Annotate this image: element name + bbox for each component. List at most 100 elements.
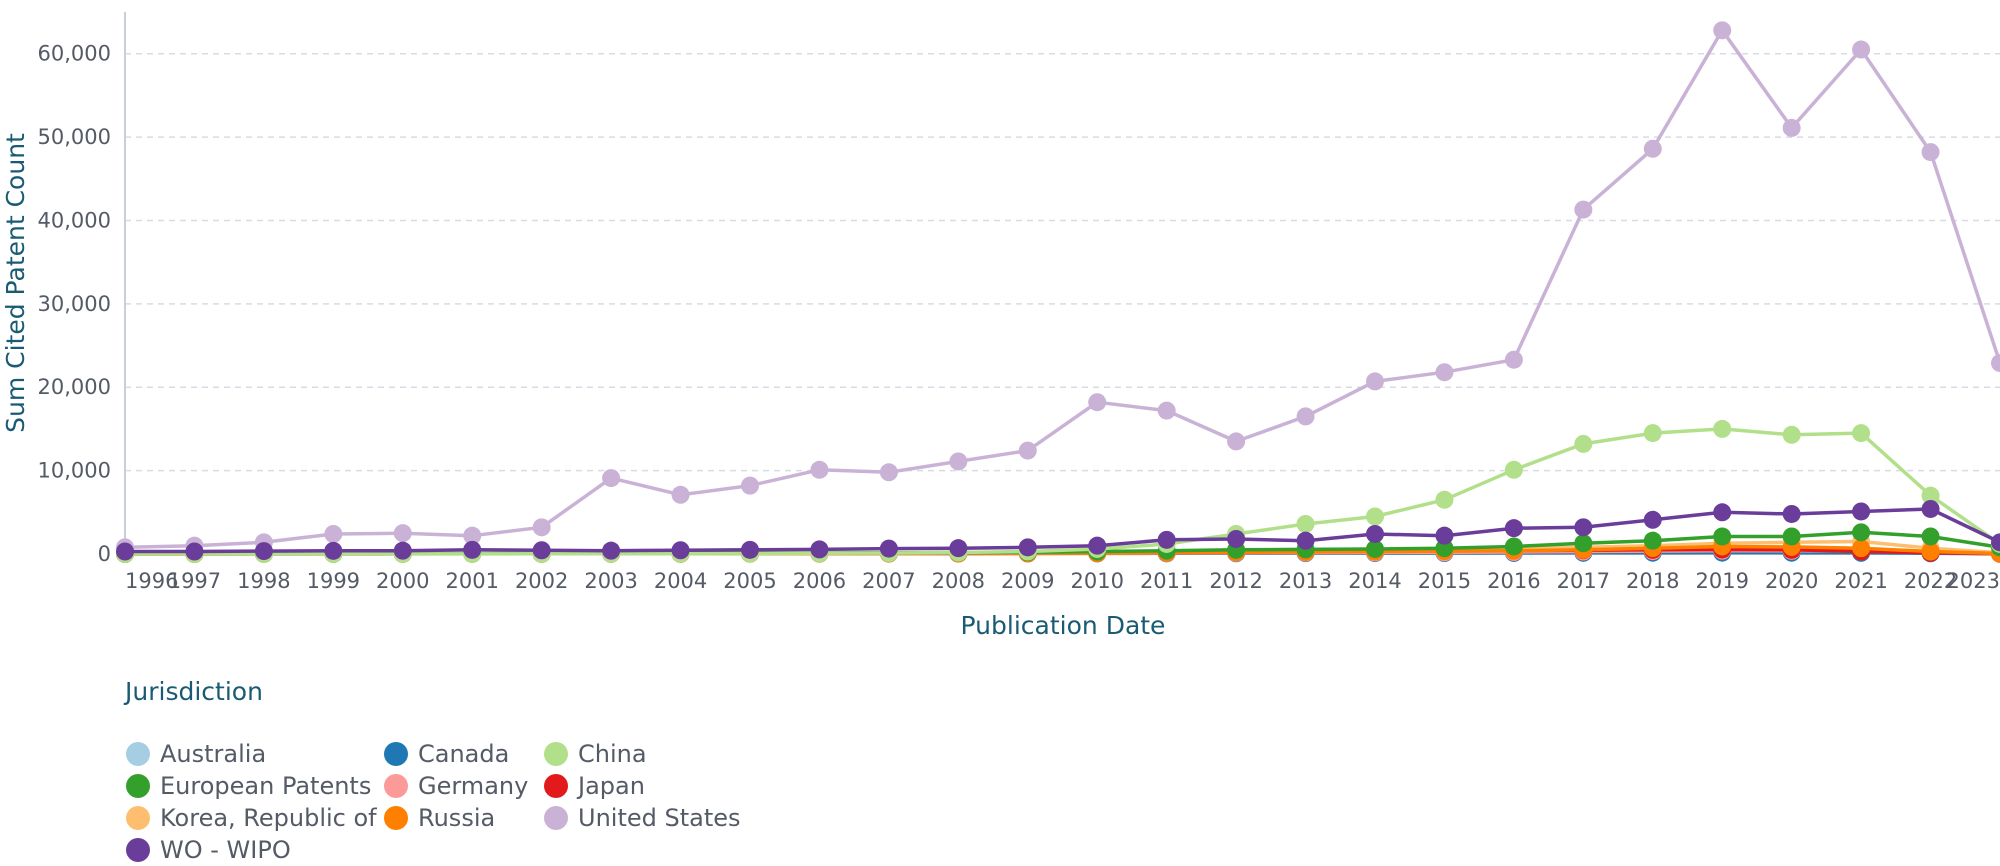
legend-item[interactable]: European Patents [126, 772, 371, 800]
data-point[interactable] [1852, 502, 1870, 520]
data-point[interactable] [533, 518, 551, 536]
x-tick-label: 2021 [1834, 569, 1887, 593]
data-point[interactable] [1922, 500, 1940, 518]
data-point[interactable] [116, 542, 134, 560]
data-point[interactable] [1158, 531, 1176, 549]
data-point[interactable] [880, 540, 898, 558]
data-point[interactable] [533, 541, 551, 559]
data-point[interactable] [1574, 435, 1592, 453]
legend-item[interactable]: Germany [384, 772, 528, 800]
x-tick-label: 2008 [932, 569, 985, 593]
data-point[interactable] [672, 541, 690, 559]
legend-item[interactable]: Japan [544, 772, 645, 800]
data-point[interactable] [1644, 511, 1662, 529]
data-point[interactable] [1019, 538, 1037, 556]
data-point[interactable] [741, 541, 759, 559]
data-point[interactable] [1783, 119, 1801, 137]
data-point[interactable] [1991, 354, 2000, 372]
series-lines [116, 21, 2000, 563]
legend-item[interactable]: United States [544, 804, 741, 832]
x-tick-label: 2002 [515, 569, 568, 593]
data-point[interactable] [1297, 515, 1315, 533]
data-point[interactable] [1713, 527, 1731, 545]
data-point[interactable] [1505, 351, 1523, 369]
legend-label: WO - WIPO [160, 836, 291, 864]
data-point[interactable] [1019, 442, 1037, 460]
data-point[interactable] [324, 525, 342, 543]
data-point[interactable] [1644, 140, 1662, 158]
data-point[interactable] [185, 542, 203, 560]
data-point[interactable] [324, 542, 342, 560]
data-point[interactable] [1435, 491, 1453, 509]
data-point[interactable] [1783, 426, 1801, 444]
data-point[interactable] [1366, 525, 1384, 543]
data-point[interactable] [1297, 407, 1315, 425]
data-point[interactable] [810, 461, 828, 479]
legend-item[interactable]: Korea, Republic of [126, 804, 377, 832]
legend-item[interactable]: Canada [384, 740, 509, 768]
data-point[interactable] [1922, 143, 1940, 161]
data-point[interactable] [1644, 424, 1662, 442]
data-point[interactable] [1366, 372, 1384, 390]
legend-swatch [544, 742, 568, 766]
x-tick-label: 2017 [1557, 569, 1610, 593]
data-point[interactable] [1435, 527, 1453, 545]
data-point[interactable] [810, 540, 828, 558]
data-point[interactable] [741, 477, 759, 495]
legend-item[interactable]: Russia [384, 804, 495, 832]
data-point[interactable] [1505, 519, 1523, 537]
data-point[interactable] [1713, 503, 1731, 521]
data-point[interactable] [1644, 532, 1662, 550]
data-point[interactable] [1922, 527, 1940, 545]
data-point[interactable] [1852, 424, 1870, 442]
data-point[interactable] [602, 542, 620, 560]
data-point[interactable] [1366, 507, 1384, 525]
data-point[interactable] [1783, 527, 1801, 545]
legend-swatch [126, 806, 150, 830]
x-tick-label: 2011 [1140, 569, 1193, 593]
x-tick-label: 2020 [1765, 569, 1818, 593]
data-point[interactable] [1574, 518, 1592, 536]
data-point[interactable] [1783, 505, 1801, 523]
y-tick-label: 0 [98, 542, 111, 566]
data-point[interactable] [1088, 537, 1106, 555]
legend-swatch [384, 742, 408, 766]
legend-swatch [126, 774, 150, 798]
legend-item[interactable]: Australia [126, 740, 266, 768]
data-point[interactable] [1574, 534, 1592, 552]
data-point[interactable] [394, 524, 412, 542]
legend-swatch [544, 774, 568, 798]
data-point[interactable] [463, 541, 481, 559]
x-tick-label: 2012 [1209, 569, 1262, 593]
data-point[interactable] [1297, 532, 1315, 550]
data-point[interactable] [1713, 420, 1731, 438]
data-point[interactable] [394, 542, 412, 560]
series-united-states [116, 21, 2000, 556]
data-point[interactable] [880, 463, 898, 481]
x-tick-label: 2001 [445, 569, 498, 593]
data-point[interactable] [1158, 402, 1176, 420]
data-point[interactable] [1505, 461, 1523, 479]
legend-swatch [544, 806, 568, 830]
data-point[interactable] [1852, 41, 1870, 59]
data-point[interactable] [1574, 201, 1592, 219]
legend-swatch [126, 838, 150, 862]
data-point[interactable] [1852, 539, 1870, 557]
data-point[interactable] [1227, 530, 1245, 548]
data-point[interactable] [602, 469, 620, 487]
data-point[interactable] [949, 539, 967, 557]
legend-item[interactable]: WO - WIPO [126, 836, 291, 864]
data-point[interactable] [1435, 363, 1453, 381]
y-tick-label: 60,000 [38, 42, 111, 66]
data-point[interactable] [949, 452, 967, 470]
legend-item[interactable]: China [544, 740, 647, 768]
x-tick-label: 2013 [1279, 569, 1332, 593]
data-point[interactable] [672, 486, 690, 504]
data-point[interactable] [1505, 537, 1523, 555]
data-point[interactable] [1227, 432, 1245, 450]
data-point[interactable] [1852, 523, 1870, 541]
y-tick-label: 20,000 [38, 375, 111, 399]
data-point[interactable] [1088, 393, 1106, 411]
data-point[interactable] [1713, 21, 1731, 39]
data-point[interactable] [255, 542, 273, 560]
